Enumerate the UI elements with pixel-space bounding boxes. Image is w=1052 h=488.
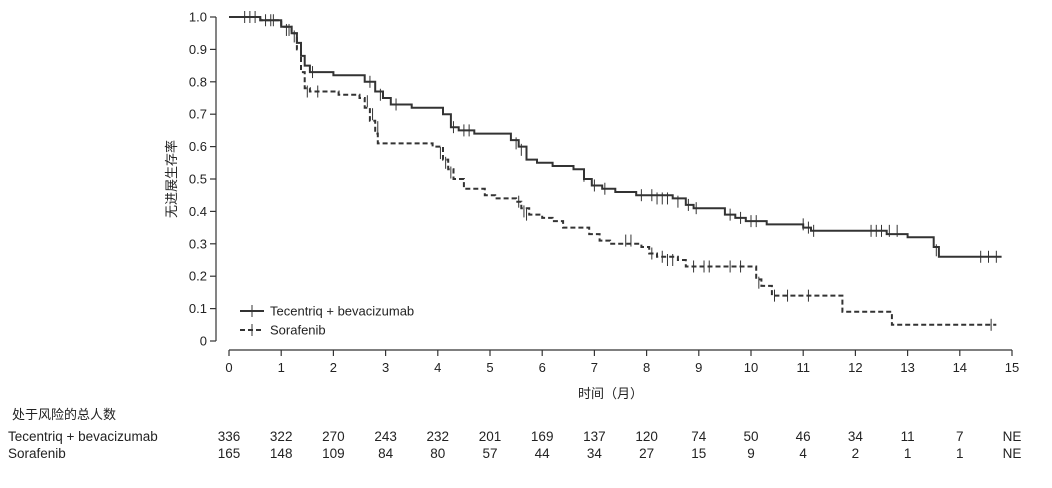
x-tick-label: 12	[848, 360, 862, 375]
risk-cell: 169	[530, 429, 554, 444]
risk-table-title: 处于风险的总人数	[12, 408, 117, 423]
risk-cell: 50	[743, 429, 759, 444]
legend-item: Sorafenib	[240, 323, 326, 338]
risk-cell: 120	[635, 429, 658, 444]
y-tick-label: 0	[200, 334, 207, 349]
risk-row-label: Sorafenib	[8, 446, 66, 461]
risk-cell: 4	[799, 446, 807, 461]
risk-cell: 46	[795, 429, 811, 444]
axes: 00.10.20.30.40.50.60.70.80.91.00 1 2 3 4 5 6 7 8…	[189, 10, 1019, 376]
risk-cell: 27	[639, 446, 655, 461]
risk-cell: 322	[269, 429, 293, 444]
x-tick-label: 0	[225, 360, 232, 375]
x-tick-label: 13	[900, 360, 914, 375]
risk-cell: 165	[217, 446, 241, 461]
series-layer	[229, 11, 1002, 331]
y-tick-label: 0.4	[189, 204, 207, 219]
x-tick-label: 8	[643, 360, 650, 375]
risk-cell: 336	[217, 429, 241, 444]
x-tick-label: 14	[953, 360, 967, 375]
y-axis-title: 无进展生存率	[164, 140, 180, 218]
risk-cell: 80	[430, 446, 446, 461]
x-tick-label: 10	[744, 360, 758, 375]
x-tick-label: 3	[382, 360, 389, 375]
risk-cell: 2	[851, 446, 860, 461]
legend: Tecentriq + bevacizumab Sorafenib	[240, 304, 414, 338]
legend-label: Sorafenib	[270, 323, 326, 338]
km-curve-line	[229, 16, 1002, 258]
risk-cell: 201	[478, 429, 502, 444]
risk-cell: 1	[903, 446, 912, 461]
risk-cell: 44	[534, 446, 550, 461]
x-axis-title: 时间（月）	[578, 387, 643, 402]
x-tick-label: 7	[591, 360, 598, 375]
risk-cell: 7	[956, 429, 964, 444]
y-tick-label: 0.8	[189, 74, 207, 89]
y-tick-label: 0.1	[189, 301, 207, 316]
x-tick-label: 15	[1005, 360, 1019, 375]
x-tick-label: 6	[539, 360, 546, 375]
risk-row-label: Tecentriq + bevacizumab	[8, 429, 158, 444]
risk-cell: 232	[426, 429, 450, 444]
risk-cell: 74	[691, 429, 707, 444]
series-tecentriq-bevacizumab	[229, 11, 1002, 263]
x-tick-label: 1	[278, 360, 285, 375]
risk-cell: 57	[482, 446, 498, 461]
y-tick-label: 0.6	[189, 139, 207, 154]
risk-cell: 84	[378, 446, 394, 461]
y-tick-label: 0.3	[189, 236, 207, 251]
km-curve-line	[229, 16, 997, 326]
x-tick-label: 2	[330, 360, 337, 375]
risk-cell: 34	[847, 429, 863, 444]
risk-cell: 9	[747, 446, 755, 461]
risk-cell: 1	[956, 446, 964, 461]
risk-table-row: Tecentriq + bevacizumab 336 322 270 243 232 20…	[8, 429, 1048, 447]
x-tick-label: 4	[434, 360, 441, 375]
risk-cell: 109	[322, 446, 345, 461]
risk-cell: 243	[374, 429, 397, 444]
risk-cell: 15	[691, 446, 707, 461]
risk-cell: 34	[586, 446, 602, 461]
risk-cell: 11	[900, 429, 915, 444]
risk-cell: 137	[583, 429, 606, 444]
y-tick-label: 0.5	[189, 172, 207, 187]
risk-cell: 270	[322, 429, 345, 444]
risk-cell: NE	[1002, 429, 1022, 444]
risk-cell: NE	[1002, 446, 1022, 461]
legend-item: Tecentriq + bevacizumab	[240, 304, 414, 319]
x-tick-label: 11	[796, 360, 810, 375]
y-tick-label: 0.9	[189, 42, 207, 57]
risk-cell: 148	[269, 446, 293, 461]
x-tick-label: 5	[486, 360, 493, 375]
series-sorafenib	[229, 11, 997, 331]
y-tick-label: 0.2	[189, 269, 207, 284]
y-tick-label: 1.0	[189, 10, 207, 25]
x-tick-label: 9	[695, 360, 702, 375]
y-tick-label: 0.7	[189, 107, 207, 122]
risk-table-row: Sorafenib 165 148 109 84 80 57 44 34 27 15 9 4 2 1 1 NE	[8, 446, 1048, 464]
legend-label: Tecentriq + bevacizumab	[270, 304, 414, 319]
